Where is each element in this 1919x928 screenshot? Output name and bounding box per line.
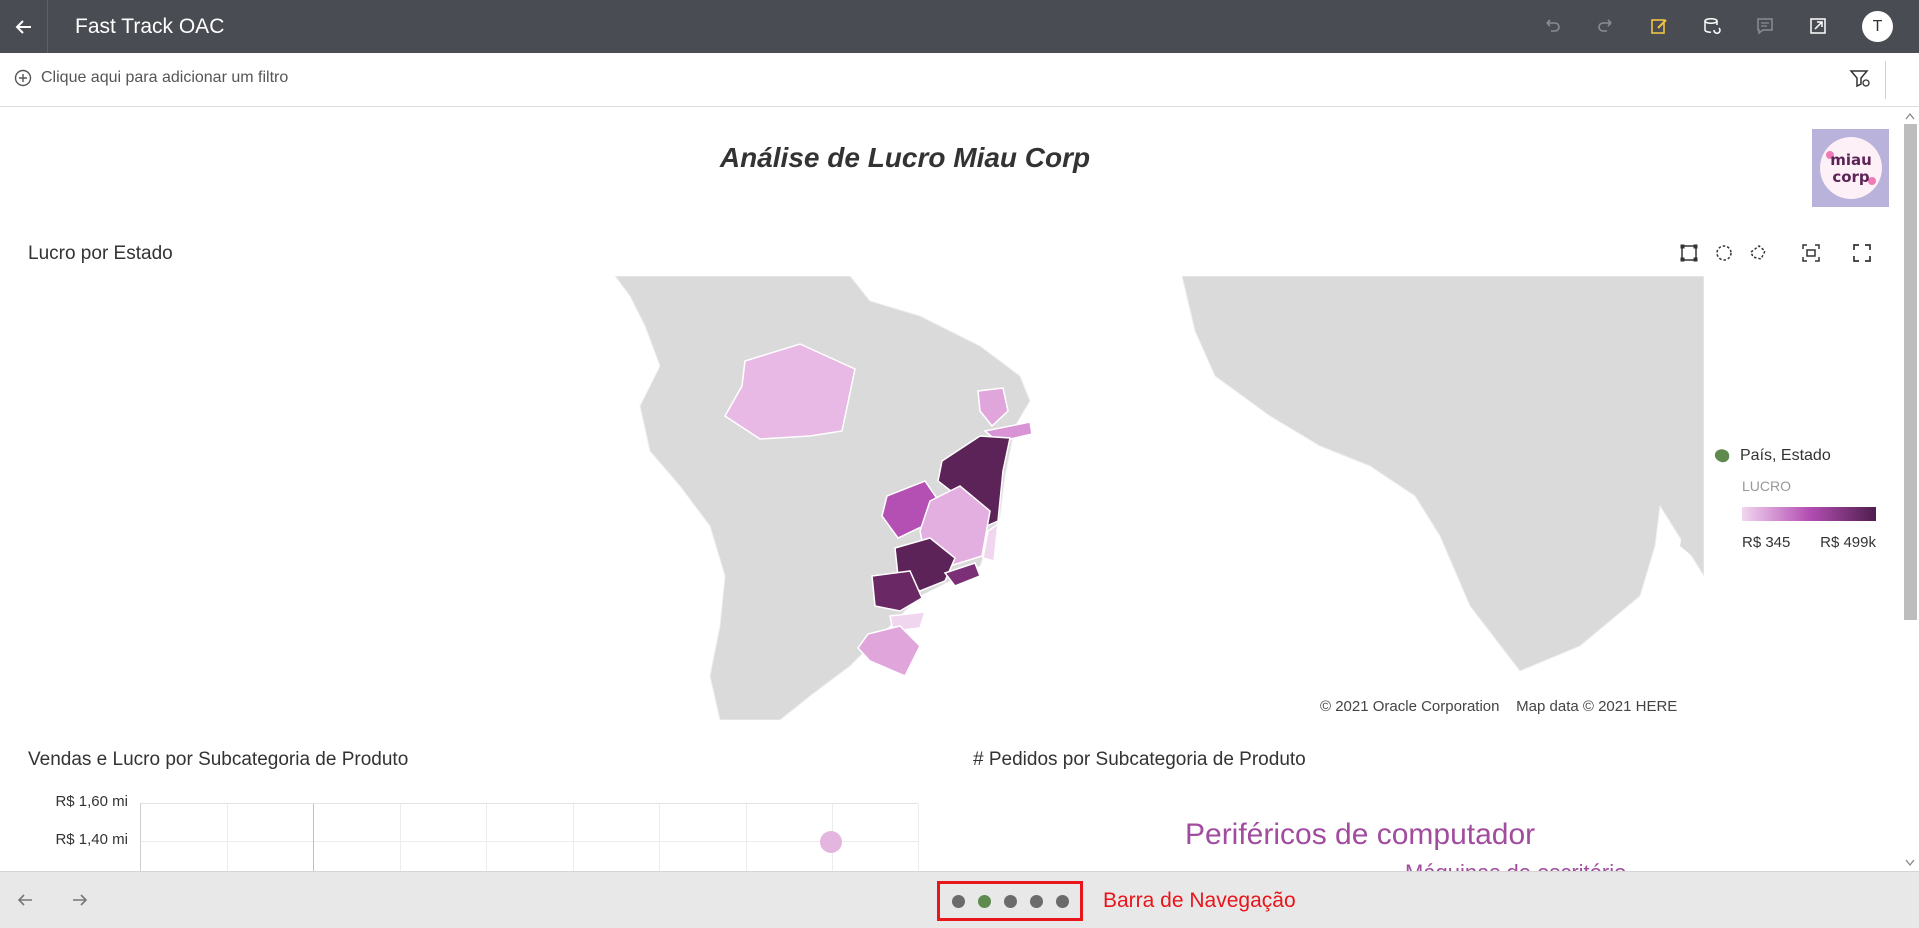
page-dot-1[interactable] (951, 894, 965, 908)
state-parana[interactable] (871, 570, 923, 612)
zoom-to-data-icon (1802, 244, 1820, 262)
chevron-up-icon (1905, 112, 1915, 120)
fullscreen-button[interactable] (1850, 241, 1874, 265)
y-tick-label: R$ 1,60 mi (55, 793, 128, 810)
fullscreen-icon (1853, 244, 1871, 262)
lasso-select-icon (1750, 245, 1766, 260)
map-viz-title: Lucro por Estado (28, 243, 173, 264)
zoom-to-data-button[interactable] (1799, 241, 1823, 265)
word-cloud-term[interactable]: Periféricos de computador (1185, 818, 1536, 851)
grid-line (313, 804, 314, 871)
undo-icon (1546, 19, 1560, 32)
rectangle-select-icon (1680, 244, 1698, 262)
arrow-right-icon (73, 894, 88, 906)
south-america-landmass (614, 276, 1031, 720)
data-bubble[interactable] (820, 831, 842, 853)
madagascar-landmass (1680, 501, 1698, 556)
undo-button[interactable] (1540, 14, 1564, 38)
filter-settings-button[interactable] (1849, 68, 1871, 95)
page-navigation-bar: Barra de Navegação (0, 871, 1919, 928)
user-avatar[interactable]: T (1862, 11, 1893, 42)
svg-text:corp: corp (1832, 168, 1870, 186)
grid-line (918, 804, 919, 871)
page-dot-4[interactable] (1029, 894, 1043, 908)
app-title: Fast Track OAC (75, 15, 225, 38)
navigation-bar-label: Barra de Navegação (1103, 889, 1296, 912)
filter-icon (1849, 70, 1870, 88)
redo-icon (1598, 19, 1612, 32)
comment-button[interactable] (1753, 14, 1777, 38)
state-amazonas[interactable] (724, 343, 856, 440)
africa-landmass (1181, 276, 1704, 672)
circle-select-button[interactable] (1712, 241, 1736, 265)
scroll-down-button[interactable] (1903, 857, 1917, 869)
next-page-button[interactable] (68, 888, 92, 912)
grid-line (573, 804, 574, 871)
grid-line (746, 804, 747, 871)
comment-icon (1757, 18, 1773, 35)
state-rio-grande-do-sul[interactable] (857, 625, 921, 677)
scroll-up-button[interactable] (1903, 110, 1917, 122)
grid-line (400, 804, 401, 871)
legend-measure-label: LUCRO (1742, 478, 1792, 494)
grid-line (227, 804, 228, 871)
scrollbar-thumb[interactable] (1904, 124, 1917, 620)
data-refresh-icon (1704, 17, 1721, 34)
back-arrow-icon (15, 19, 31, 34)
data-refresh-button[interactable] (1700, 14, 1724, 38)
edit-button[interactable] (1647, 14, 1671, 38)
legend-max-label: R$ 499k (1820, 534, 1876, 551)
here-attribution: Map data © 2021 HERE (1516, 698, 1678, 715)
export-icon (1810, 18, 1826, 34)
profit-by-state-map[interactable] (20, 276, 1704, 720)
edit-icon (1651, 19, 1667, 34)
export-button[interactable] (1806, 14, 1830, 38)
top-toolbar: Fast Track OAC T (0, 0, 1919, 53)
sales-scatter-plot[interactable] (140, 803, 919, 871)
state-rio-de-janeiro[interactable] (943, 562, 981, 587)
legend-color-scale (1742, 507, 1876, 521)
legend-range: R$ 345 R$ 499k (1742, 534, 1876, 551)
add-filter-button[interactable]: Clique aqui para adicionar um filtro (14, 69, 288, 87)
map-legend: País, Estado LUCRO R$ 345 R$ 499k (1712, 446, 1892, 551)
rectangle-select-button[interactable] (1677, 241, 1701, 265)
svg-text:miau: miau (1830, 151, 1872, 169)
grid-line (141, 841, 919, 842)
state-ceara[interactable] (977, 387, 1009, 428)
add-circle-icon (14, 69, 32, 87)
y-tick-label: R$ 1,40 mi (55, 831, 128, 848)
map-toolbar (1677, 241, 1877, 269)
back-button[interactable] (0, 0, 48, 53)
filter-separator (1885, 61, 1886, 99)
page-dot-2[interactable] (977, 894, 991, 908)
state-bahia[interactable] (937, 435, 1011, 529)
page-dot-5[interactable] (1055, 894, 1069, 908)
previous-page-button[interactable] (13, 888, 37, 912)
grid-line (659, 804, 660, 871)
add-filter-label: Clique aqui para adicionar um filtro (41, 69, 289, 86)
sales-viz-title: Vendas e Lucro por Subcategoria de Produ… (28, 749, 409, 770)
arrow-left-icon (17, 894, 32, 906)
legend-layer-row[interactable]: País, Estado (1712, 446, 1892, 466)
filter-bar: Clique aqui para adicionar um filtro (0, 53, 1919, 107)
legend-layer-label: País, Estado (1740, 447, 1831, 464)
word-cloud-term[interactable]: Máquinas de escritório (1405, 860, 1626, 871)
orders-viz-title: # Pedidos por Subcategoria de Produto (973, 749, 1306, 770)
map-layer-icon (1714, 449, 1730, 463)
redo-button[interactable] (1594, 14, 1618, 38)
map-attribution: © 2021 Oracle Corporation Map data © 202… (1320, 698, 1677, 715)
lasso-select-button[interactable] (1747, 241, 1771, 265)
grid-line (486, 804, 487, 871)
miau-corp-logo: miau corp (1812, 129, 1889, 207)
dashboard-title: Análise de Lucro Miau Corp (719, 142, 1091, 173)
oracle-attribution: © 2021 Oracle Corporation (1320, 698, 1500, 715)
page-dots-highlight (937, 881, 1083, 921)
circle-select-icon (1716, 245, 1732, 261)
page-dot-3[interactable] (1003, 894, 1017, 908)
chevron-down-icon (1905, 859, 1915, 867)
legend-min-label: R$ 345 (1742, 534, 1791, 551)
state-espirito-santo[interactable] (982, 522, 999, 562)
dashboard-canvas: Análise de Lucro Miau Corp miau corp Luc… (0, 108, 1900, 871)
